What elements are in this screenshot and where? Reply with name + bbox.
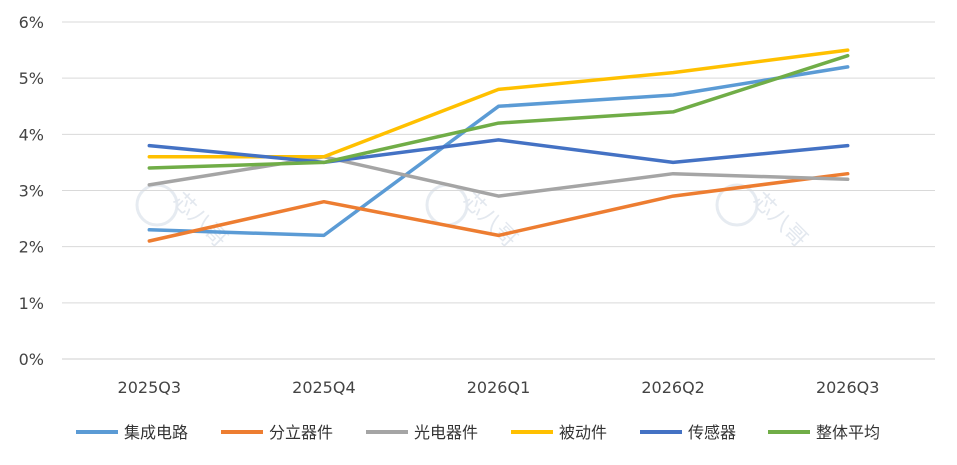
watermarks: 芯八哥 芯八哥 芯八哥 — [135, 183, 812, 253]
y-tick-label: 2% — [19, 238, 44, 257]
legend-item: 传感器 — [640, 423, 736, 442]
legend-label: 被动件 — [559, 423, 607, 442]
series-line-5 — [147, 53, 850, 170]
x-tick-label: 2025Q4 — [292, 378, 356, 397]
legend-label: 集成电路 — [124, 423, 188, 442]
series-line-4 — [147, 138, 850, 165]
watermark-logo: 芯八哥 — [715, 183, 812, 253]
x-axis-ticks: 2025Q3 2025Q4 2026Q1 2026Q2 2026Q3 — [118, 378, 880, 397]
watermark-text: 芯八哥 — [747, 188, 811, 252]
y-tick-label: 5% — [19, 69, 44, 88]
x-tick-label: 2026Q3 — [816, 378, 880, 397]
y-tick-label: 4% — [19, 125, 44, 144]
series-line-0 — [147, 65, 850, 238]
legend-item: 光电器件 — [366, 423, 478, 442]
legend-label: 传感器 — [688, 423, 736, 442]
legend: 集成电路 分立器件 光电器件 被动件 传感器 整体平均 — [76, 423, 880, 442]
legend-item: 集成电路 — [76, 423, 188, 442]
y-axis-ticks: 0% 1% 2% 3% 4% 5% 6% — [19, 13, 44, 369]
x-tick-label: 2026Q1 — [467, 378, 531, 397]
series-lines — [147, 48, 850, 243]
legend-item: 被动件 — [511, 423, 607, 442]
watermark-logo: 芯八哥 — [135, 183, 232, 253]
legend-label: 分立器件 — [269, 423, 333, 442]
series-line-2 — [147, 155, 850, 198]
legend-label: 整体平均 — [816, 423, 880, 442]
y-tick-label: 3% — [19, 182, 44, 201]
legend-item: 分立器件 — [221, 423, 333, 442]
legend-item: 整体平均 — [768, 423, 880, 442]
gridlines — [62, 21, 935, 360]
watermark-text: 芯八哥 — [167, 188, 231, 252]
y-tick-label: 0% — [19, 350, 44, 369]
x-tick-label: 2025Q3 — [118, 378, 182, 397]
series-line-1 — [147, 171, 850, 243]
watermark-text: 芯八哥 — [457, 188, 521, 252]
x-tick-label: 2026Q2 — [641, 378, 705, 397]
y-tick-label: 1% — [19, 294, 44, 313]
y-tick-label: 6% — [19, 13, 44, 32]
legend-label: 光电器件 — [414, 423, 478, 442]
